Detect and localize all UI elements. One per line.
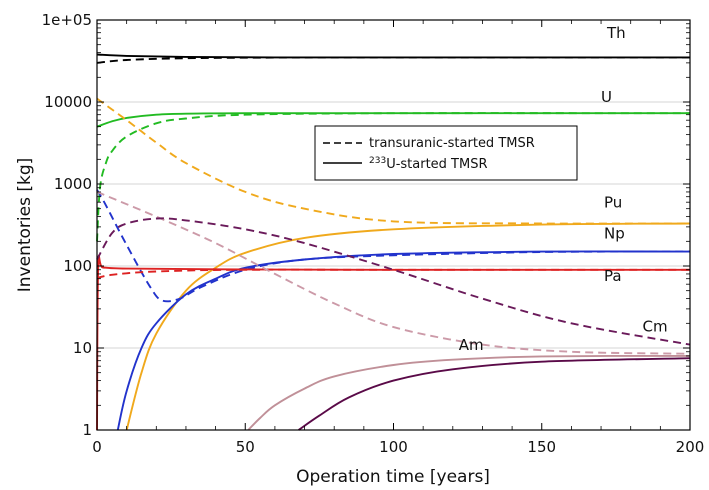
series-label-np: Np (604, 225, 625, 243)
series-labels: Th U Pu Np Pa Cm Am (459, 24, 668, 354)
series-label-cm: Cm (643, 317, 668, 335)
series-label-pa: Pa (604, 267, 622, 285)
legend-label-u233: 233U-started TMSR (369, 156, 488, 172)
x-tick-label: 50 (236, 438, 255, 456)
grid (97, 101, 690, 349)
series-pu-u233-started (125, 222, 691, 431)
series-cm-transuranic-started (96, 217, 691, 346)
x-tick-label: 100 (379, 438, 408, 456)
series-am-u233-started (247, 354, 691, 431)
legend-label-transuranic: transuranic-started TMSR (369, 136, 535, 151)
series-np-transuranic-started (96, 189, 691, 303)
legend-superscript: 233 (369, 156, 386, 166)
series-label-am: Am (459, 336, 484, 354)
y-tick-label: 1e+05 (42, 11, 92, 29)
x-tick-label: 200 (676, 438, 705, 456)
series-cm-u233-started (298, 357, 691, 431)
series-pa-u233-started (96, 254, 690, 431)
series-pu-transuranic-started (96, 97, 691, 225)
series-label-th: Th (606, 24, 626, 42)
y-axis-title: Inventories [kg] (15, 158, 35, 292)
legend-label-u233-text: U-started TMSR (386, 157, 487, 172)
y-tick-label: 1 (82, 421, 92, 439)
y-tick-label: 10000 (44, 93, 92, 111)
y-tick-label: 1000 (54, 175, 92, 193)
series-th-transuranic-started (96, 56, 690, 64)
x-tick-label: 0 (92, 438, 102, 456)
axis-ticks: 1 10 100 1000 10000 1e+05 0 50 100 150 200 (42, 11, 705, 456)
series-u-transuranic-started (96, 112, 691, 242)
series-label-pu: Pu (604, 193, 622, 211)
legend-box (314, 125, 578, 181)
x-axis-title: Operation time [years] (296, 467, 490, 487)
y-tick-label: 100 (63, 257, 92, 275)
legend: transuranic-started TMSR 233U-started TM… (314, 125, 578, 181)
series-u-u233-started (96, 112, 690, 128)
plot-frame (96, 19, 691, 431)
x-tick-label: 150 (527, 438, 556, 456)
series-th-u233-started (96, 53, 690, 59)
series-pa-transuranic-started (96, 268, 690, 280)
series-label-u: U (601, 88, 612, 106)
y-tick-label: 10 (73, 339, 92, 357)
series-layer (96, 53, 691, 431)
